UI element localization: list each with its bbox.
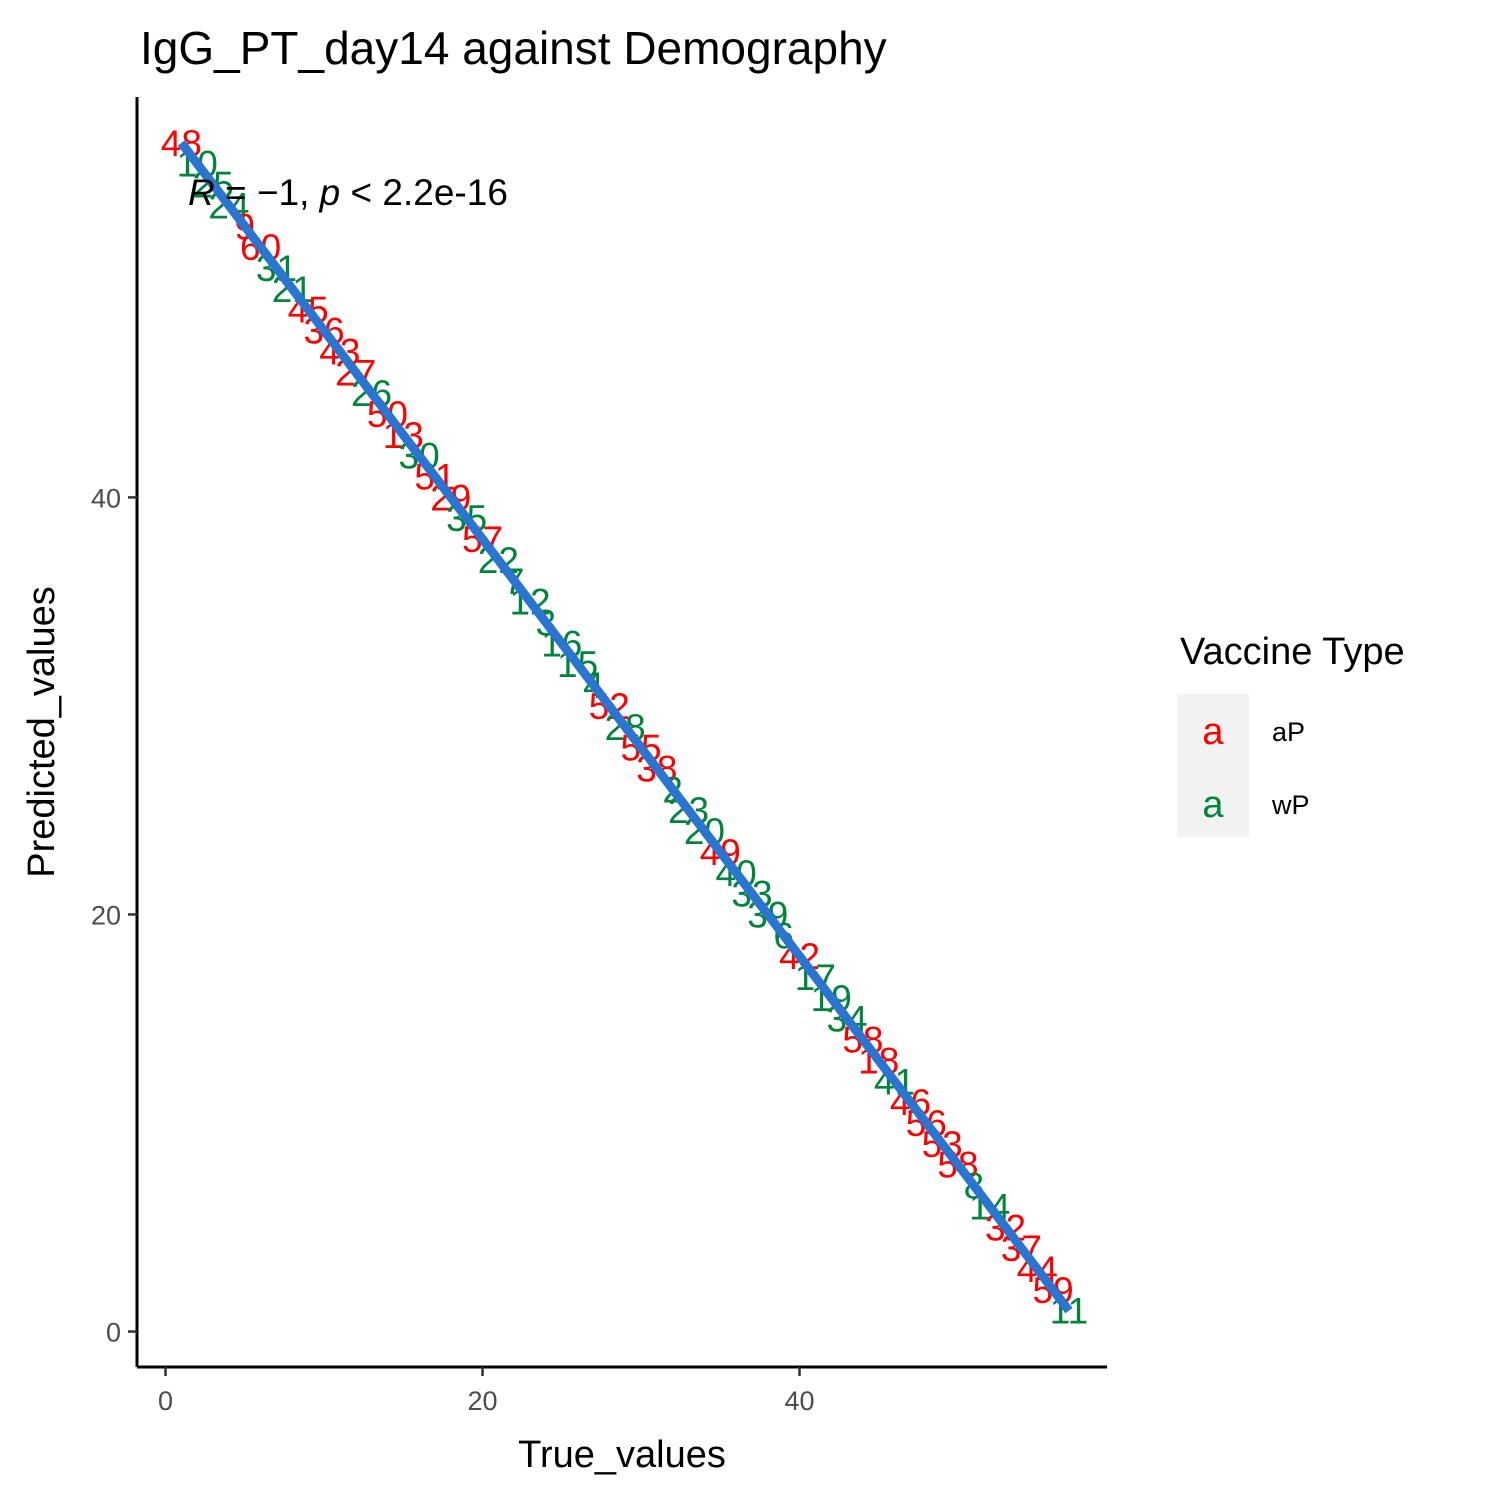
legend: Vaccine Type a aP a wP [1177, 631, 1405, 837]
x-tick-label: 20 [467, 1386, 497, 1416]
legend-entries: a aP a wP [1202, 711, 1309, 826]
x-axis-ticks: 0 20 40 [158, 1367, 815, 1416]
legend-key-aP: a [1202, 711, 1224, 753]
x-axis-title: True_values [518, 1434, 726, 1476]
y-axis-ticks: 0 20 40 [91, 483, 137, 1348]
legend-label-aP: aP [1272, 717, 1305, 747]
chart-title: IgG_PT_day14 against Demography [140, 22, 887, 74]
plot-area: 4810252496031214536432726501330512935572… [161, 123, 1088, 1332]
regression-line [177, 140, 1073, 1314]
legend-key-background [1177, 694, 1249, 837]
x-tick-label: 40 [784, 1386, 814, 1416]
annotation-r-symbol: R [188, 172, 215, 213]
y-tick-label: 0 [106, 1318, 121, 1348]
annotation-p-symbol: p [319, 172, 341, 213]
legend-title: Vaccine Type [1180, 631, 1405, 673]
y-tick-label: 40 [91, 483, 121, 513]
y-axis-title: Predicted_values [21, 586, 63, 878]
correlation-annotation: R = −1, p < 2.2e-16 [188, 172, 508, 213]
x-tick-label: 0 [158, 1386, 173, 1416]
y-tick-label: 20 [91, 900, 121, 930]
legend-key-wP: a [1202, 784, 1224, 826]
annotation-r-value: = −1, [215, 172, 320, 213]
legend-label-wP: wP [1271, 790, 1310, 820]
annotation-p-value: < 2.2e-16 [340, 172, 508, 213]
